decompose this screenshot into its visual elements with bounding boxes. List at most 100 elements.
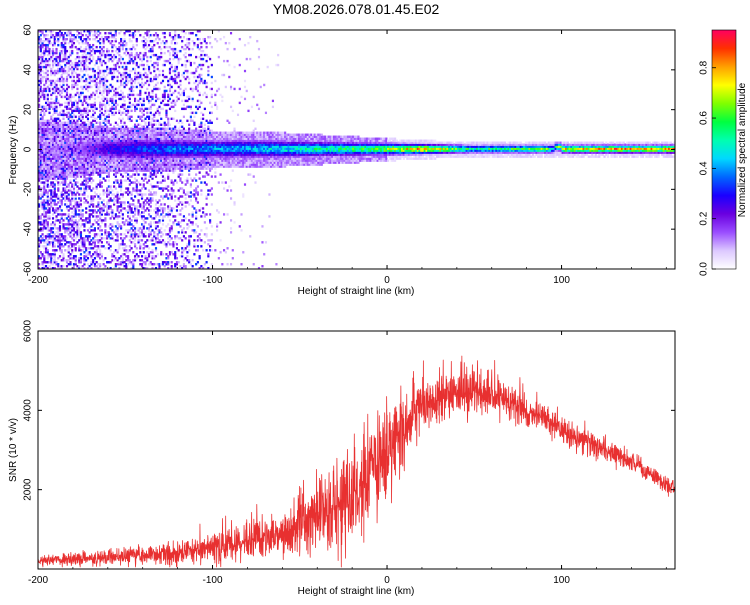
heatmap-cell xyxy=(121,111,124,115)
heatmap-cell xyxy=(95,125,98,128)
heatmap-cell xyxy=(167,83,170,87)
heatmap-cell xyxy=(48,121,51,125)
heatmap-cell xyxy=(113,169,116,172)
heatmap-cell xyxy=(71,223,74,226)
heatmap-cell xyxy=(76,65,79,69)
heatmap-cell xyxy=(88,173,91,176)
heatmap-cell xyxy=(165,59,168,63)
heatmap-cell xyxy=(64,235,67,238)
heatmap-cell xyxy=(100,257,103,260)
heatmap-cell xyxy=(58,267,62,269)
heatmap-cell xyxy=(53,141,56,144)
heatmap-cell xyxy=(95,145,98,148)
heatmap-cell xyxy=(39,159,42,162)
heatmap-cell xyxy=(165,75,168,79)
heatmap-cell xyxy=(65,113,69,117)
heatmap-cell xyxy=(69,235,72,238)
heatmap-cell xyxy=(116,257,119,260)
heatmap-cell xyxy=(111,49,114,53)
heatmap-cell xyxy=(60,113,63,117)
heatmap-cell xyxy=(109,129,112,132)
heatmap-cell xyxy=(100,149,103,152)
heatmap-cell xyxy=(74,57,77,61)
heatmap-cell xyxy=(113,35,116,39)
heatmap-cell xyxy=(60,155,63,158)
heatmap-cell xyxy=(67,197,70,200)
heatmap-cell xyxy=(60,75,63,79)
heatmap-cell xyxy=(128,167,131,170)
heatmap-cell xyxy=(142,141,145,144)
heatmap-cell xyxy=(72,155,76,158)
heatmap-cell xyxy=(149,131,152,134)
heatmap-cell xyxy=(142,151,145,154)
heatmap-cell xyxy=(132,45,135,49)
heatmap-cell xyxy=(116,91,119,95)
heatmap-cell xyxy=(146,125,149,128)
heatmap-cell xyxy=(107,113,110,117)
heatmap-cell xyxy=(99,249,102,252)
heatmap-cell xyxy=(151,267,154,269)
heatmap-cell xyxy=(137,145,140,148)
heatmap-cell xyxy=(44,125,48,128)
heatmap-cell xyxy=(90,45,93,49)
heatmap-cell xyxy=(93,75,96,79)
heatmap-cell xyxy=(72,135,76,138)
heatmap-cell xyxy=(127,157,130,160)
heatmap-cell xyxy=(86,125,90,128)
heatmap-cell xyxy=(109,135,112,138)
heatmap-cell xyxy=(158,129,161,132)
heatmap-cell xyxy=(100,207,103,210)
heatmap-cell xyxy=(53,133,56,136)
heatmap-cell xyxy=(142,99,145,103)
heatmap-cell xyxy=(156,55,159,59)
heatmap-cell xyxy=(121,215,124,218)
heatmap-cell xyxy=(85,135,88,138)
heatmap-cell xyxy=(64,161,67,164)
heatmap-cell xyxy=(104,163,107,166)
heatmap-cell xyxy=(57,155,60,158)
heatmap-cell xyxy=(78,205,81,208)
heatmap-cell xyxy=(71,105,74,109)
heatmap-cell xyxy=(95,157,98,160)
heatmap-cell xyxy=(48,237,51,240)
heatmap-cell xyxy=(133,75,137,79)
heatmap-cell xyxy=(86,67,90,71)
heatmap-cell xyxy=(78,219,81,222)
heatmap-cell xyxy=(130,227,133,230)
heatmap-cell xyxy=(65,163,69,166)
heatmap-cell xyxy=(76,227,79,230)
heatmap-cell xyxy=(153,255,156,258)
heatmap-cell xyxy=(107,159,110,162)
heatmap-cell xyxy=(39,153,42,156)
heatmap-cell xyxy=(120,165,123,168)
heatmap-cell xyxy=(50,155,53,158)
heatmap-cell xyxy=(153,149,156,152)
heatmap-cell xyxy=(67,111,70,115)
heatmap-cell xyxy=(93,133,96,136)
heatmap-cell xyxy=(100,209,103,212)
heatmap-cell xyxy=(106,131,109,134)
heatmap-cell xyxy=(93,49,96,53)
heatmap-cell xyxy=(149,149,152,152)
heatmap-cell xyxy=(39,257,42,260)
heatmap-cell xyxy=(123,73,126,77)
heatmap-cell xyxy=(156,75,159,79)
heatmap-cell xyxy=(95,261,98,264)
heatmap-cell xyxy=(127,251,130,254)
heatmap-cell xyxy=(79,157,83,160)
heatmap-cell xyxy=(46,143,49,146)
heatmap-cell xyxy=(44,211,48,214)
heatmap-cell xyxy=(78,133,81,136)
heatmap-cell xyxy=(100,63,103,67)
heatmap-cell xyxy=(127,149,130,152)
heatmap-cell xyxy=(46,227,49,230)
heatmap-cell xyxy=(93,235,96,238)
heatmap-cell xyxy=(158,153,161,156)
heatmap-cell xyxy=(116,69,119,73)
heatmap-cell xyxy=(106,137,109,140)
heatmap-cell xyxy=(104,159,107,162)
heatmap-cell xyxy=(55,167,58,170)
heatmap-cell xyxy=(50,165,53,168)
heatmap-cell xyxy=(51,207,55,210)
heatmap-cell xyxy=(50,199,53,202)
